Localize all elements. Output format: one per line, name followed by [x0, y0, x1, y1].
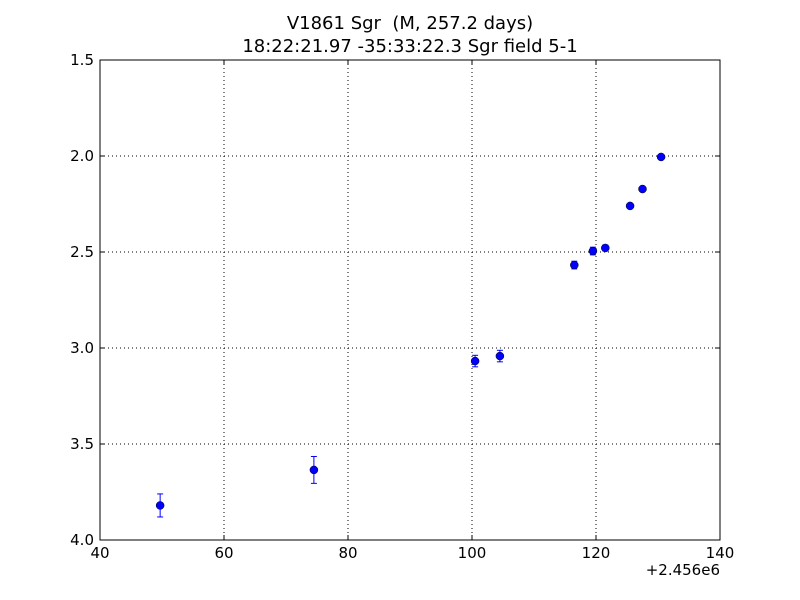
y-tick-label: 4.0	[70, 531, 94, 549]
x-tick-label: 60	[214, 544, 233, 562]
data-point	[638, 184, 647, 194]
data-point	[601, 243, 610, 253]
x-offset-label: +2.456e6	[646, 561, 720, 579]
data-point	[470, 356, 480, 366]
data-point	[495, 351, 505, 361]
x-tick-label: 100	[458, 544, 487, 562]
x-tick-label: 40	[90, 544, 109, 562]
y-tick-label: 2.5	[70, 243, 94, 261]
data-point	[155, 501, 165, 510]
data-point	[656, 152, 666, 162]
data-point	[570, 260, 579, 270]
data-point	[625, 201, 635, 211]
chart-title: V1861 Sgr (M, 257.2 days)	[287, 13, 533, 34]
x-tick-label: 140	[706, 544, 735, 562]
x-tick-label: 120	[582, 544, 611, 562]
data-point	[309, 465, 319, 475]
y-tick-label: 3.5	[70, 435, 94, 453]
plot-frame	[99, 59, 721, 541]
x-tick-label: 80	[338, 544, 357, 562]
y-tick-label: 1.5	[70, 51, 94, 69]
data-point	[588, 246, 598, 256]
y-tick-label: 2.0	[70, 147, 94, 165]
y-tick-label: 3.0	[70, 339, 94, 357]
chart-subtitle: 18:22:21.97 -35:33:22.3 Sgr field 5-1	[242, 36, 577, 57]
